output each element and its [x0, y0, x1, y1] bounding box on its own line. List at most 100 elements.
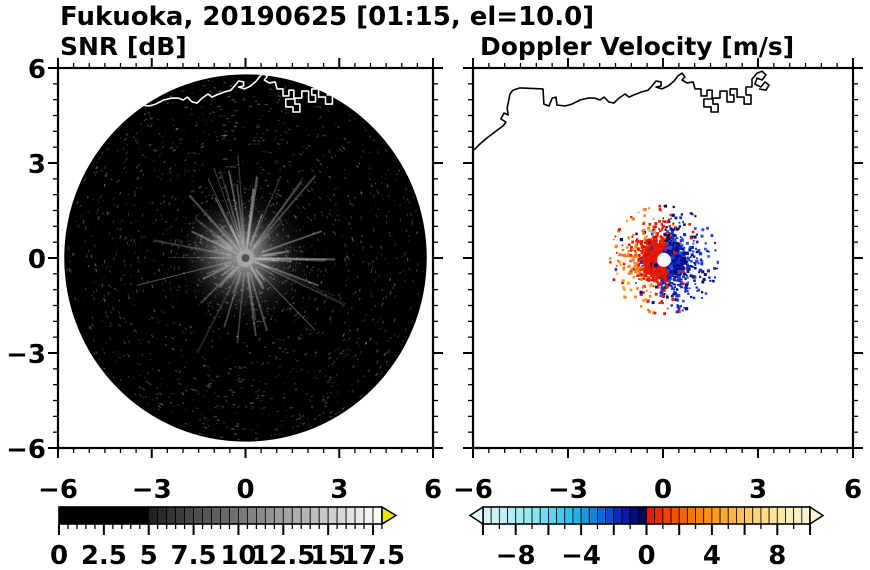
speck: [106, 314, 109, 319]
velocity-speck: [667, 283, 671, 287]
starburst-streak: [249, 176, 305, 252]
starburst-streak: [252, 260, 319, 287]
velocity-speck: [666, 307, 669, 310]
speck: [351, 180, 353, 183]
velocity-speck: [642, 254, 645, 257]
speck: [385, 361, 388, 364]
speck: [151, 316, 154, 320]
velocity-speck: [689, 274, 693, 278]
starburst-speck: [193, 290, 196, 292]
speck: [168, 302, 172, 307]
speck: [333, 396, 336, 399]
speck: [299, 415, 303, 418]
colorbar-segment: [801, 506, 811, 525]
speck: [327, 378, 331, 382]
velocity-speck: [691, 235, 694, 238]
velocity-speck: [656, 280, 659, 284]
speck: [172, 305, 175, 309]
velocity-speck: [670, 285, 673, 287]
velocity-speck: [631, 258, 635, 262]
speck: [263, 346, 267, 349]
velocity-speck: [652, 261, 656, 266]
velocity-speck: [669, 266, 674, 271]
speck: [140, 169, 143, 173]
speck: [256, 103, 261, 105]
velocity-speck: [664, 228, 667, 231]
speck: [302, 205, 306, 210]
speck: [127, 340, 131, 344]
velocity-speck: [674, 226, 677, 229]
speck: [344, 257, 346, 262]
velocity-couplet: [608, 204, 719, 316]
starburst-center-dot: [241, 254, 250, 262]
speck: [253, 143, 256, 145]
speck: [97, 208, 99, 211]
velocity-speck: [640, 273, 643, 277]
speck: [321, 214, 325, 218]
velocity-speck: [668, 278, 672, 282]
speck: [344, 242, 347, 245]
speck: [230, 114, 234, 117]
speck: [360, 215, 363, 219]
velocity-speck: [716, 260, 719, 264]
speck: [286, 126, 289, 129]
speck: [277, 119, 280, 122]
velocity-speck: [651, 236, 654, 239]
speck: [299, 211, 302, 214]
speck: [361, 319, 363, 322]
velocity-streak-speck: [621, 254, 624, 257]
velocity-streak-speck: [671, 286, 674, 289]
speck: [123, 317, 126, 320]
starburst-streak: [223, 271, 242, 328]
y-tick-label: 3: [28, 150, 46, 180]
velocity-speck: [681, 247, 684, 251]
speck: [389, 273, 391, 275]
speck: [344, 216, 347, 221]
speck: [416, 269, 418, 272]
colorbar-segment: [785, 506, 795, 525]
starburst-streak: [254, 269, 266, 281]
couplet-center-hole: [656, 252, 671, 267]
speck: [267, 172, 271, 175]
starburst-speck: [193, 252, 196, 254]
speck: [103, 294, 106, 298]
speck: [322, 411, 325, 414]
velocity-speck: [653, 235, 657, 239]
speck: [138, 260, 140, 263]
velocity-speck: [688, 248, 692, 252]
speck: [387, 195, 390, 197]
speck: [384, 329, 387, 333]
speck: [130, 274, 132, 276]
starburst-speck: [286, 256, 288, 258]
speck: [124, 263, 127, 267]
speck: [118, 191, 122, 195]
speck: [283, 403, 285, 405]
starburst-streak: [196, 267, 242, 354]
speck: [213, 415, 218, 418]
colorbar-segment: [523, 506, 533, 525]
speck: [287, 128, 291, 131]
speck: [377, 147, 380, 150]
starburst-speck: [232, 212, 234, 214]
colorbar-tick-label: 10: [220, 541, 256, 570]
x-tick-label: 6: [844, 475, 862, 505]
speck: [141, 296, 144, 298]
colorbar-segment: [238, 506, 248, 525]
starburst-speck: [204, 225, 206, 227]
starburst-speck: [270, 318, 272, 320]
speck: [293, 153, 295, 156]
velocity-speck: [646, 299, 650, 303]
velocity-speck: [666, 220, 670, 224]
velocity-streak-speck: [661, 282, 664, 285]
speck: [332, 223, 335, 227]
speck: [276, 101, 279, 104]
velocity-speck: [684, 277, 687, 280]
starburst-streak: [224, 184, 244, 248]
starburst-streak: [249, 213, 263, 246]
speck: [138, 374, 142, 378]
starburst-speck: [199, 247, 201, 249]
colorbar-segment: [703, 506, 713, 525]
starburst-speck: [239, 289, 242, 291]
starburst-speck: [231, 235, 234, 238]
speck: [150, 334, 155, 338]
